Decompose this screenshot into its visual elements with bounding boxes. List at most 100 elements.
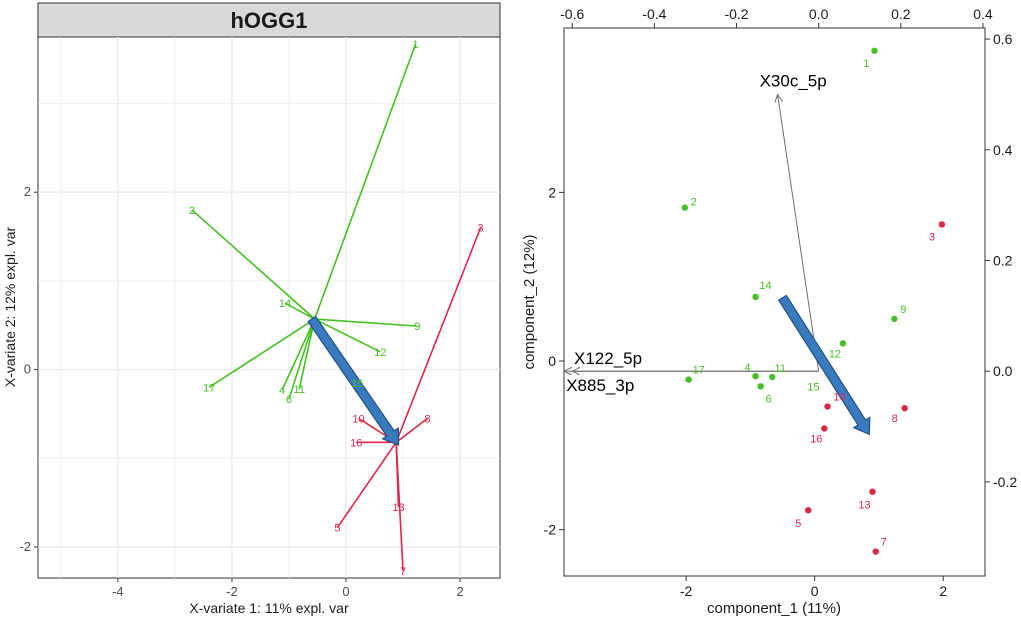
point-label: 17 [693, 365, 705, 377]
data-point [839, 340, 847, 347]
point-label: 12 [829, 348, 841, 360]
data-point [891, 315, 898, 323]
right-direction-arrow-shape [777, 294, 871, 436]
spoke-line [313, 43, 417, 320]
right-y-tick-label: 0.2 [993, 252, 1013, 268]
spoke-line [395, 227, 482, 443]
data-point [752, 293, 759, 301]
point-label: 3 [478, 223, 484, 235]
left-direction-arrow [307, 315, 400, 446]
top-x-tick-label: -0.2 [724, 6, 748, 22]
point-label: 7 [881, 537, 887, 549]
right-plot-area [563, 27, 986, 577]
left-plot-area [37, 36, 501, 579]
y-tick-label: -2 [19, 539, 31, 554]
left-strip [37, 2, 501, 38]
point-label: 3 [929, 231, 935, 243]
spoke-line [288, 318, 316, 400]
data-point [752, 372, 759, 380]
left-grid [38, 37, 500, 578]
point-label: 9 [414, 321, 420, 333]
left-y-axis-title: X-variate 2: 12% expl. var [2, 227, 18, 388]
data-point [872, 548, 879, 555]
y-tick-label: 0 [24, 362, 31, 377]
point-label: 11 [294, 384, 305, 396]
point-label: 2 [691, 197, 697, 209]
data-point [938, 221, 946, 228]
right-axis-ticks: -2 0 2 -2 0 2 -0.6 -0.4 -0.2 0.0 0.2 0.4 -0.2 0.0 0.2 0… [544, 6, 1018, 599]
point-label: 13 [858, 500, 870, 512]
data-point [681, 204, 689, 211]
top-x-tick-label: 0.2 [891, 6, 911, 22]
loading-label: X885_3p [566, 376, 634, 395]
point-label: 14 [279, 298, 291, 310]
right-y-tick-label: 0.6 [993, 31, 1013, 47]
point-label: 4 [279, 385, 285, 397]
left-strip-title: hOGG1 [230, 8, 307, 33]
point-label: 5 [334, 522, 340, 534]
spoke-line [395, 417, 429, 443]
right-panel: -2 0 2 -2 0 2 -0.6 -0.4 -0.2 0.0 0.2 0.4 -0.2 0.0 0.2 0… [521, 6, 1017, 617]
data-point [805, 507, 812, 514]
data-point [757, 383, 764, 390]
point-label: 8 [425, 413, 431, 425]
spoke-line [191, 209, 316, 320]
point-label: 7 [400, 566, 406, 578]
top-x-tick-label: 0.4 [973, 6, 993, 22]
point-label: 17 [203, 382, 215, 394]
point-label: 15 [807, 381, 819, 393]
top-x-tick-label: -0.6 [560, 6, 584, 22]
x-tick-label: -4 [112, 584, 124, 599]
right-x-axis-title: component_1 (11%) [707, 600, 841, 617]
right-y-tick-label: -0.2 [993, 474, 1017, 490]
data-point [824, 403, 831, 410]
top-x-tick-label: 0.0 [809, 6, 829, 22]
point-label: 4 [744, 362, 750, 374]
spoke-line [284, 302, 316, 320]
left-y-tick-label: 2 [548, 184, 556, 200]
point-label: 1 [413, 39, 419, 51]
point-label: 10 [352, 413, 364, 425]
top-x-tick-label: -0.4 [642, 6, 666, 22]
point-label: 14 [759, 280, 771, 292]
left-direction-arrow-shape [307, 315, 400, 446]
point-label: 13 [392, 502, 404, 514]
loading-label: X122_5p [574, 349, 642, 368]
data-point [869, 488, 876, 495]
right-direction-arrow [777, 294, 871, 436]
point-label: 6 [766, 393, 772, 405]
x-tick-label: 2 [456, 584, 463, 599]
point-label: 12 [374, 347, 386, 359]
left-x-axis-title: X-variate 1: 11% expl. var [189, 600, 349, 616]
data-point [901, 405, 908, 412]
right-y-axis-title: component_2 (12%) [521, 234, 538, 369]
point-label: 6 [286, 394, 292, 406]
spoke-line [336, 441, 397, 528]
bottom-x-tick-label: -2 [680, 583, 693, 599]
spoke-line [208, 318, 316, 388]
data-point [871, 47, 878, 54]
spoke-line [395, 442, 400, 508]
loading-label: X30c_5p [760, 71, 827, 90]
x-tick-label: 0 [342, 584, 349, 599]
data-point [821, 425, 828, 432]
point-label: 16 [350, 437, 362, 449]
spoke-line [281, 318, 316, 391]
point-label: 2 [189, 205, 195, 217]
spoke-line [298, 318, 316, 390]
bottom-x-tick-label: 2 [939, 583, 947, 599]
point-label: 8 [892, 413, 898, 425]
left-axis-ticks: -4 -2 0 2 -2 0 2 [19, 184, 463, 599]
point-label: 16 [810, 433, 822, 445]
x-tick-label: -2 [226, 584, 238, 599]
data-point [685, 376, 692, 383]
right-y-tick-label: 0.0 [993, 363, 1013, 379]
point-label: 9 [900, 304, 906, 316]
y-tick-label: 2 [24, 184, 31, 199]
spoke-line [314, 318, 381, 353]
point-label: 15 [351, 378, 363, 390]
left-y-tick-label: 0 [548, 353, 556, 369]
